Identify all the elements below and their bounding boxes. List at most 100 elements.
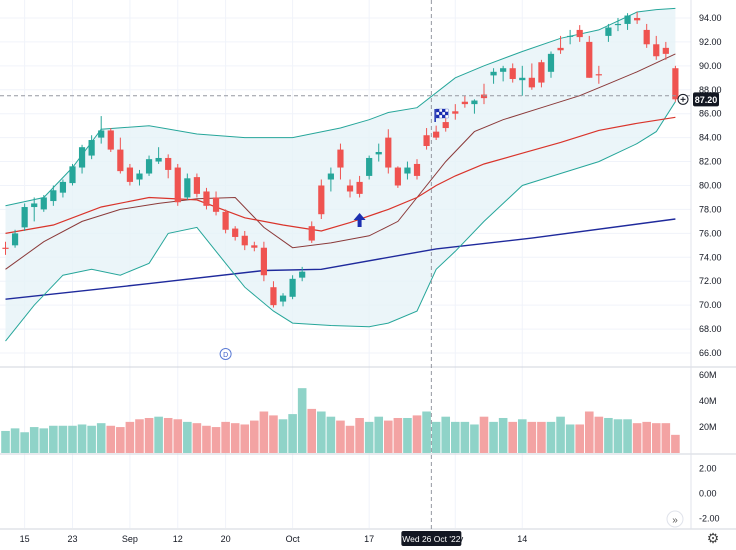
volume-bar (642, 421, 651, 453)
candle-body (69, 166, 76, 184)
candle-body (643, 29, 650, 45)
volume-bar (29, 427, 39, 453)
volume-bar (450, 421, 460, 453)
candle-body (308, 226, 315, 241)
bollinger-lower-line (5, 101, 676, 342)
last-price-label: 87.20 (677, 92, 719, 107)
volume-bar (374, 416, 384, 453)
volume-bar (498, 417, 508, 453)
volume-bar (489, 421, 498, 453)
volume-bar (651, 423, 661, 453)
last-price-box (693, 92, 719, 107)
candle-body (586, 41, 593, 78)
candle-body (366, 157, 373, 176)
volume-bar (77, 424, 87, 453)
candles (2, 11, 679, 308)
bollinger-middle-line (5, 53, 676, 270)
candle-body (145, 159, 153, 174)
volume-bar (584, 411, 594, 453)
volume-bar (604, 417, 613, 453)
volume-bar (125, 421, 135, 453)
volume-bar (412, 415, 422, 453)
volume-bar (517, 419, 527, 453)
flag-cell (435, 111, 440, 116)
volume-bar (163, 417, 173, 453)
volume-bar (546, 421, 556, 453)
candle-body (461, 101, 468, 105)
time-tick-label: 15 (20, 534, 30, 544)
volume-bar (671, 434, 680, 453)
candle-body (528, 77, 535, 88)
candle-body (442, 122, 449, 129)
flag-cell (441, 108, 446, 113)
candle-body (480, 94, 488, 99)
volume-bar (192, 423, 202, 453)
price-tick-label: 76.00 (699, 228, 722, 238)
candle-body (203, 191, 210, 206)
volume-bar (393, 417, 403, 453)
candle-body (653, 44, 660, 57)
volume-bar (307, 408, 317, 453)
candle-body (375, 151, 382, 155)
candle-body (88, 140, 95, 156)
volume-bar (556, 416, 565, 453)
dividend-marker-label: D (223, 352, 228, 359)
settings-gear-icon[interactable]: ⚙ (706, 530, 720, 546)
volume-bar (58, 425, 68, 453)
candle-body (299, 271, 306, 278)
volume-bar (623, 419, 632, 453)
price-tick-label: 70.00 (699, 300, 722, 310)
volume-bars (1, 388, 680, 453)
candle-body (538, 62, 545, 83)
volume-bar (470, 424, 479, 453)
volume-bar (240, 424, 250, 453)
volume-bar (441, 416, 451, 453)
crosshair-date-box (401, 531, 462, 546)
candle-body (662, 47, 669, 54)
flag-cell (444, 108, 449, 113)
volume-bar (479, 416, 489, 453)
candle-body (165, 157, 172, 170)
candle-body (184, 178, 191, 198)
volume-bar (144, 417, 154, 453)
candle-body (260, 247, 267, 276)
candle-body (404, 167, 411, 174)
time-tick-label: 20 (221, 534, 231, 544)
volume-bar (527, 421, 537, 453)
volume-bar (259, 411, 269, 453)
volume-bar (106, 425, 116, 453)
candle-body (289, 278, 296, 297)
volume-bar (364, 421, 374, 453)
candle-body (413, 163, 421, 176)
volume-bar (135, 419, 144, 453)
candle-body (117, 149, 124, 172)
volume-tick-label: 20M (699, 422, 717, 432)
candle-body (78, 147, 86, 168)
price-tick-label: 92.00 (699, 37, 722, 47)
oscillator-tick-label: 0.00 (699, 489, 717, 499)
volume-bar (384, 420, 393, 453)
dividend-marker-icon (219, 348, 232, 360)
volume-bar (460, 421, 470, 453)
volume-bar (326, 416, 336, 453)
time-tick-label: Oct (286, 534, 301, 544)
candle-body (251, 245, 258, 248)
volume-bar (422, 411, 431, 453)
time-tick-label: Sep (122, 534, 138, 544)
sma-long-line (5, 218, 676, 300)
candle-body (490, 71, 497, 76)
scroll-to-realtime-button[interactable]: » (666, 510, 684, 528)
volume-bar (173, 419, 183, 453)
flag-cell (441, 114, 446, 119)
price-tick-label: 90.00 (699, 61, 722, 71)
price-tick-label: 74.00 (699, 252, 722, 262)
time-tick-label: 23 (67, 534, 77, 544)
price-tick-label: 66.00 (699, 348, 722, 358)
flag-cell (438, 111, 443, 116)
candle-body (337, 149, 344, 168)
volume-bar (565, 424, 575, 453)
candle-body (241, 235, 248, 246)
candle-body (59, 181, 67, 193)
volume-bar (278, 419, 288, 453)
